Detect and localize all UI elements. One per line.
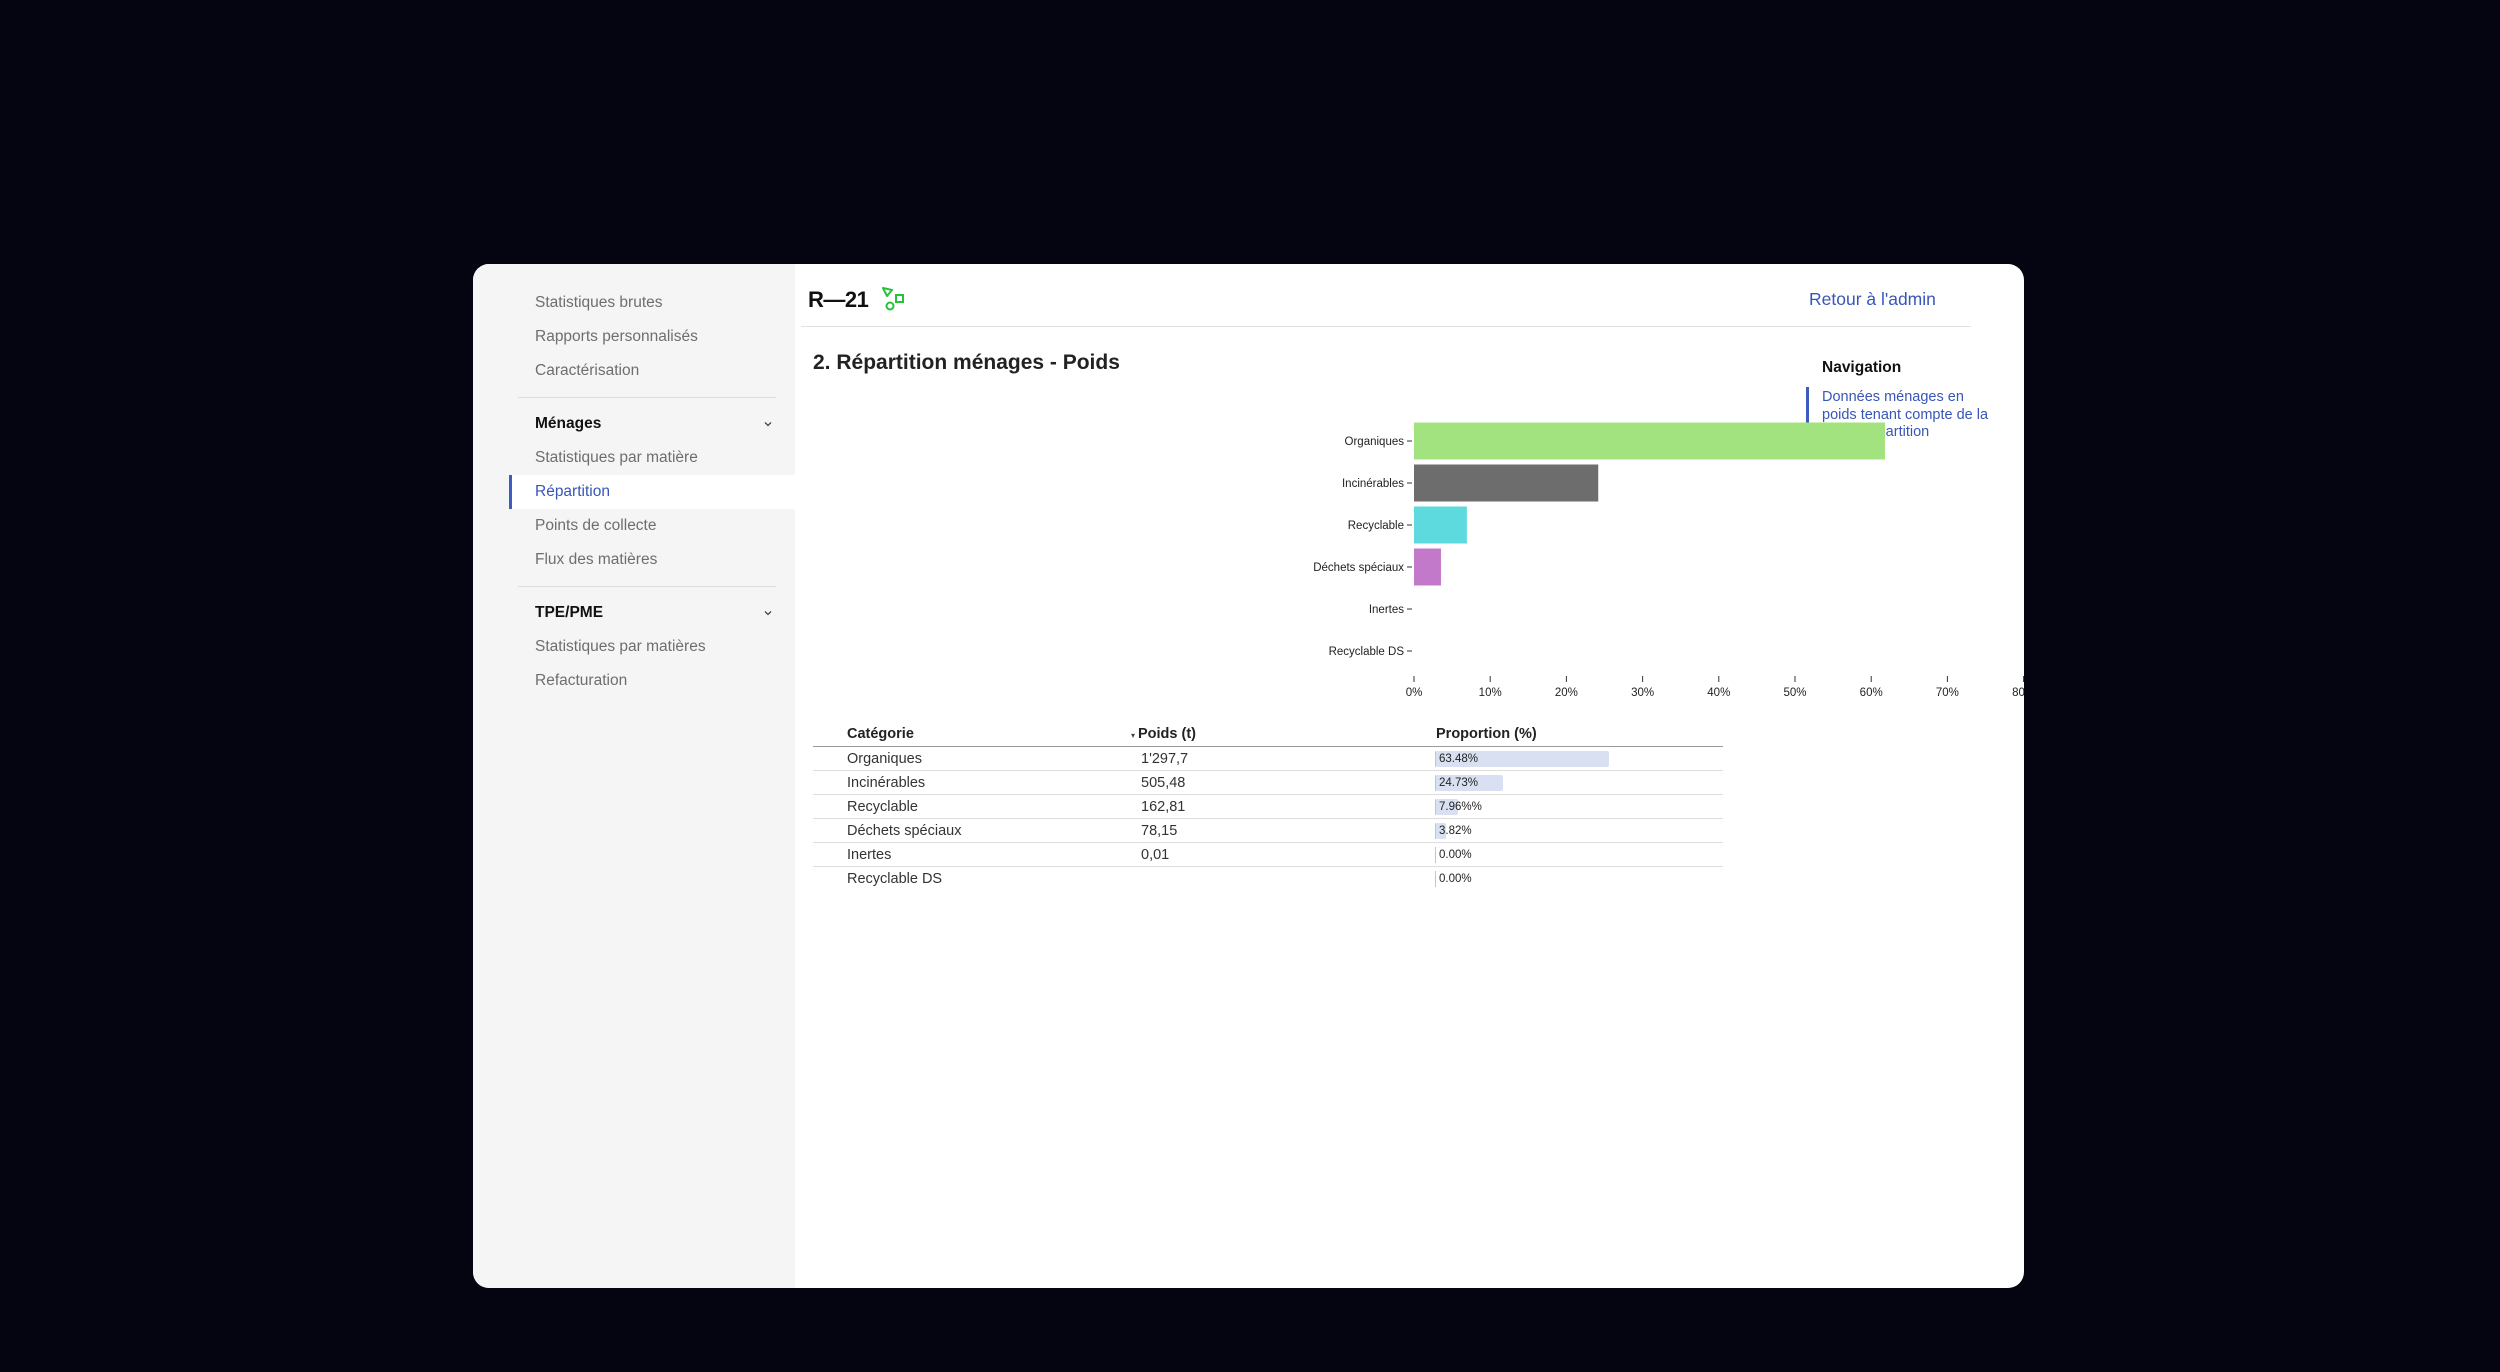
x-tick-label: 70% [1936, 687, 1959, 699]
page-title: 2. Répartition ménages - Poids [813, 351, 1120, 374]
sidebar-active-indicator [509, 475, 512, 509]
sidebar-item-refacturation[interactable]: Refacturation [535, 672, 628, 689]
toc-active-indicator [1806, 387, 1809, 449]
proportion-bar-baseline [1435, 775, 1436, 791]
proportion-bar-baseline [1435, 823, 1436, 839]
sidebar: Statistiques brutes Rapports personnalis… [473, 264, 795, 1288]
row-divider [813, 818, 1723, 819]
cell-weight: 1'297,7 [1141, 751, 1189, 767]
cell-category: Déchets spéciaux [847, 823, 962, 839]
sidebar-item-points-de-collecte[interactable]: Points de collecte [535, 517, 657, 534]
table-row: Organiques 1'297,7 63.48% [813, 747, 1723, 771]
chevron-down-icon[interactable] [763, 419, 773, 429]
y-tick-label: Recyclable [1348, 520, 1404, 532]
cell-category: Inertes [847, 847, 892, 863]
x-tick-label: 80% [2012, 687, 2024, 699]
bar-chart: Organiques Incinérables Recyclable Déchets … [1313, 422, 2024, 699]
table-row: Déchets spéciaux 78,15 3.82% [813, 819, 1723, 843]
row-divider [813, 866, 1723, 867]
sidebar-active-highlight [509, 475, 795, 509]
proportion-bar [1436, 799, 1458, 815]
sidebar-item-statistiques-brutes[interactable]: Statistiques brutes [535, 294, 663, 311]
sidebar-item-flux-des-matieres[interactable]: Flux des matières [535, 551, 658, 568]
sort-desc-icon[interactable]: ▾ [1131, 731, 1136, 740]
proportion-bar [1436, 751, 1609, 767]
cell-proportion: 0.00% [1439, 873, 1472, 885]
proportion-bar-baseline [1435, 871, 1436, 887]
cell-weight: 78,15 [1141, 823, 1178, 839]
y-tick-label: Incinérables [1342, 478, 1404, 490]
cell-weight: 505,48 [1141, 775, 1186, 791]
x-tick-label: 10% [1479, 687, 1502, 699]
toc-title: Navigation [1822, 359, 1902, 376]
cell-proportion: 0.00% [1439, 849, 1472, 861]
sidebar-divider [518, 397, 776, 398]
bar [1414, 506, 1467, 544]
logo[interactable]: R—21 [808, 287, 869, 312]
sidebar-item-caracterisation[interactable]: Caractérisation [535, 362, 640, 379]
back-to-admin-link[interactable]: Retour à l'admin [1809, 289, 1936, 309]
x-tick-label: 60% [1860, 687, 1883, 699]
chevron-down-icon[interactable] [763, 608, 773, 618]
x-tick-label: 0% [1406, 687, 1423, 699]
sidebar-group-tpe-pme[interactable]: TPE/PME [535, 604, 604, 621]
bar [1414, 464, 1599, 502]
cell-weight: 0,01 [1141, 847, 1170, 863]
cell-proportion: 7.96%% [1439, 801, 1482, 813]
y-tick-label: Inertes [1369, 604, 1404, 616]
proportion-bar-baseline [1435, 847, 1436, 863]
row-divider [813, 842, 1723, 843]
cell-weight: 162,81 [1141, 799, 1186, 815]
y-tick-label: Recyclable DS [1329, 646, 1405, 658]
proportion-bar-baseline [1435, 799, 1436, 815]
main-content: R—21 Retour à l'admin 2. Répartition mén… [795, 264, 2024, 1288]
cell-category: Recyclable [847, 799, 918, 815]
sidebar-item-statistiques-par-matiere[interactable]: Statistiques par matière [535, 449, 698, 466]
cell-proportion: 63.48% [1439, 753, 1479, 765]
proportion-bar-baseline [1435, 751, 1436, 767]
column-header-weight[interactable]: Poids (t) [1138, 726, 1196, 742]
header-divider [801, 326, 1971, 327]
x-tick-label: 30% [1631, 687, 1654, 699]
sidebar-group-menages[interactable]: Ménages [535, 415, 602, 432]
column-header-proportion[interactable]: Proportion (%) [1436, 726, 1537, 742]
sidebar-divider [518, 586, 776, 587]
y-tick-label: Organiques [1345, 436, 1405, 448]
x-tick-label: 40% [1707, 687, 1730, 699]
app-window: Statistiques brutes Rapports personnalis… [473, 264, 2024, 1288]
cell-category: Organiques [847, 751, 922, 767]
proportion-bar [1436, 823, 1447, 839]
table-row: Inertes 0,01 0.00% [813, 843, 1723, 867]
column-header-category[interactable]: Catégorie [847, 726, 914, 742]
x-tick-label: 20% [1555, 687, 1578, 699]
cell-category: Incinérables [847, 775, 926, 791]
row-divider [813, 770, 1723, 771]
bar [1414, 422, 1885, 460]
sidebar-item-repartition[interactable]: Répartition [535, 483, 610, 500]
header-divider [813, 746, 1723, 747]
y-tick-label: Déchets spéciaux [1313, 562, 1404, 574]
proportion-bar [1436, 775, 1504, 791]
cell-proportion: 24.73% [1439, 777, 1479, 789]
sidebar-item-rapports-personnalises[interactable]: Rapports personnalisés [535, 328, 698, 345]
row-divider [813, 794, 1723, 795]
table-row: Recyclable 162,81 7.96%% [813, 795, 1723, 819]
table-row: Incinérables 505,48 24.73% [813, 771, 1723, 795]
x-tick-label: 50% [1783, 687, 1806, 699]
cell-category: Recyclable DS [847, 871, 943, 887]
cell-proportion: 3.82% [1439, 825, 1472, 837]
bar [1414, 548, 1441, 586]
logo-icon [882, 287, 904, 311]
sidebar-item-statistiques-par-matieres[interactable]: Statistiques par matières [535, 638, 706, 655]
table-row: Recyclable DS 0.00% [813, 867, 1723, 891]
